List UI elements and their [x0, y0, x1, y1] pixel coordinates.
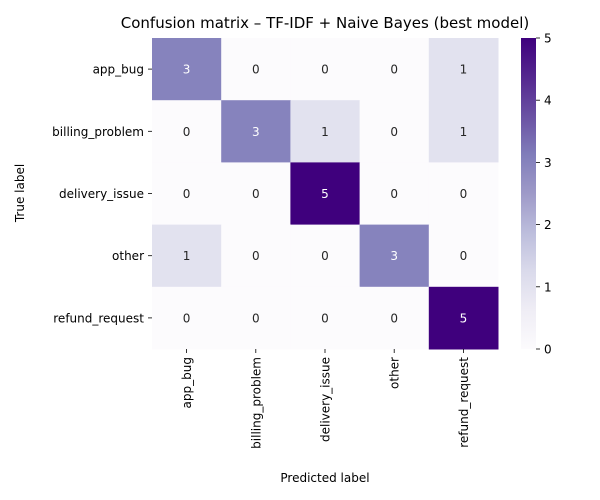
- heatmap-cell-3-0: [152, 224, 222, 288]
- cell-value-4-1: 0: [252, 311, 260, 325]
- heatmap-cell-4-3: [359, 286, 430, 350]
- x-axis-label: Predicted label: [280, 471, 369, 485]
- colorbar-tick-label-4: 4: [544, 94, 552, 108]
- cell-value-0-1: 0: [252, 63, 260, 77]
- heatmap-cell-2-0: [152, 162, 222, 226]
- cell-value-4-0: 0: [183, 311, 191, 325]
- cell-value-1-2: 1: [321, 125, 329, 139]
- x-tick-label-1: billing_problem: [249, 357, 263, 449]
- cell-value-3-2: 0: [321, 249, 329, 263]
- cell-value-0-0: 3: [183, 63, 191, 77]
- cell-value-0-2: 0: [321, 63, 329, 77]
- heatmap-cell-4-2: [290, 286, 361, 350]
- cell-value-0-4: 1: [460, 63, 468, 77]
- cell-value-1-4: 1: [460, 125, 468, 139]
- colorbar-tick-label-0: 0: [544, 343, 552, 357]
- colorbar: [521, 38, 536, 349]
- heatmap-cell-4-4: [428, 286, 499, 350]
- heatmap-cell-0-0: [152, 38, 222, 101]
- cell-value-0-3: 0: [390, 63, 398, 77]
- colorbar-tick-label-3: 3: [544, 156, 552, 170]
- heatmap-cell-3-3: [359, 224, 430, 288]
- y-tick-label-3: other: [112, 249, 144, 263]
- x-tick-label-4: refund_request: [457, 357, 471, 448]
- heatmap-cell-1-3: [359, 100, 430, 163]
- cell-value-3-0: 1: [183, 249, 191, 263]
- cell-value-1-1: 3: [252, 125, 260, 139]
- heatmap-cell-4-1: [221, 286, 291, 350]
- y-tick-label-4: refund_request: [53, 311, 144, 325]
- cell-value-3-1: 0: [252, 249, 260, 263]
- heatmap-cell-2-2: [290, 162, 361, 226]
- y-tick-label-2: delivery_issue: [59, 187, 144, 201]
- heatmap-cell-0-4: [428, 38, 499, 101]
- y-axis-label: True label: [13, 164, 27, 223]
- heatmap-cell-1-1: [221, 100, 291, 163]
- colorbar-tick-label-1: 1: [544, 280, 552, 294]
- heatmap-cell-3-2: [290, 224, 361, 288]
- heatmap-cell-1-4: [428, 100, 499, 163]
- cell-value-2-4: 0: [460, 187, 468, 201]
- colorbar-tick-label-2: 2: [544, 218, 552, 232]
- cell-value-1-0: 0: [183, 125, 191, 139]
- heatmap-cell-1-2: [290, 100, 361, 163]
- heatmap-cell-0-1: [221, 38, 291, 101]
- cell-value-2-3: 0: [390, 187, 398, 201]
- heatmap-cell-2-4: [428, 162, 499, 226]
- cell-value-3-3: 3: [390, 249, 398, 263]
- cell-value-4-4: 5: [460, 311, 468, 325]
- heatmap-cell-3-1: [221, 224, 291, 288]
- cell-value-4-3: 0: [390, 311, 398, 325]
- cell-value-2-0: 0: [183, 187, 191, 201]
- chart-title: Confusion matrix – TF-IDF + Naive Bayes …: [121, 14, 529, 32]
- colorbar-tick-label-5: 5: [544, 32, 552, 46]
- heatmap-cell-0-3: [359, 38, 430, 101]
- cell-value-2-1: 0: [252, 187, 260, 201]
- x-tick-label-0: app_bug: [180, 357, 194, 408]
- cell-value-4-2: 0: [321, 311, 329, 325]
- x-tick-label-3: other: [388, 357, 402, 389]
- heatmap-cell-3-4: [428, 224, 499, 288]
- heatmap-cell-2-1: [221, 162, 291, 226]
- heatmap-cell-0-2: [290, 38, 361, 101]
- heatmap-cell-2-3: [359, 162, 430, 226]
- cell-value-1-3: 0: [390, 125, 398, 139]
- y-tick-label-0: app_bug: [93, 63, 144, 77]
- cell-value-3-4: 0: [460, 249, 468, 263]
- heatmap-cell-4-0: [152, 286, 222, 350]
- heatmap-cell-1-0: [152, 100, 222, 163]
- x-tick-label-2: delivery_issue: [319, 357, 333, 442]
- cell-value-2-2: 5: [321, 187, 329, 201]
- y-tick-label-1: billing_problem: [52, 125, 144, 139]
